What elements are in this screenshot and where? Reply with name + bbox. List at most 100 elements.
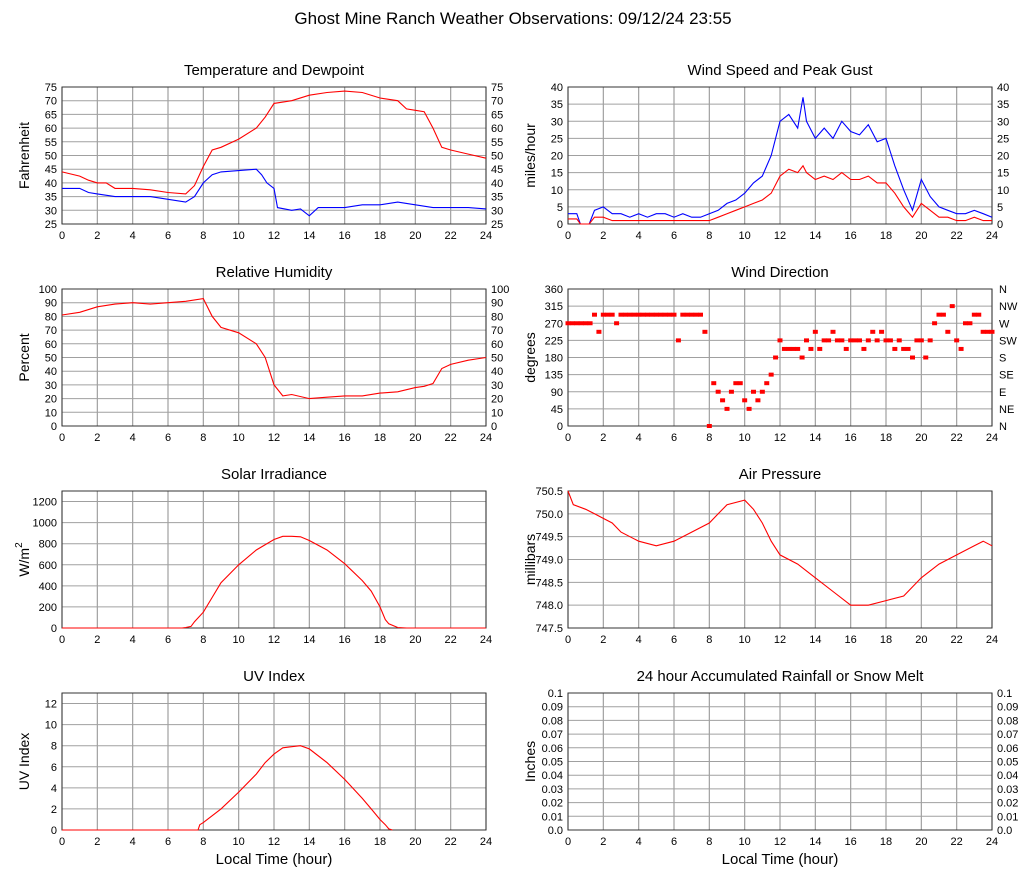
plot-frame: [567, 288, 993, 427]
x-tick-label: 24: [480, 634, 492, 646]
x-tick-label: 4: [130, 230, 136, 242]
x-tick-label: 12: [774, 836, 786, 848]
y-tick-label: 12: [45, 699, 57, 711]
wind-direction-point: [865, 338, 871, 343]
x-tick-label: 16: [845, 230, 857, 242]
wind-direction-point: [808, 346, 814, 351]
y-tick-label: 0.04: [542, 770, 563, 782]
wind-direction-point: [967, 321, 973, 326]
peak-gust-line: [568, 97, 993, 225]
plot-frame: [567, 692, 993, 831]
plot-frame: [61, 86, 487, 225]
wind-direction-point: [764, 381, 770, 386]
wind-direction-point: [927, 338, 933, 343]
wind-direction-point: [737, 381, 743, 386]
x-tick-label: 10: [233, 836, 245, 848]
y-tick-label: 10: [45, 407, 57, 419]
x-tick-label: 8: [706, 230, 712, 242]
y-tick-label: 225: [545, 335, 563, 347]
x-tick-label: 20: [409, 634, 421, 646]
x-tick-label: 16: [845, 836, 857, 848]
x-tick-label: 0: [59, 836, 65, 848]
y-tick-label: 0.06: [542, 743, 563, 755]
y-tick-label: 0: [51, 825, 57, 837]
wind-direction-point: [759, 389, 765, 394]
y-tick-label: 90: [551, 387, 563, 399]
x-tick-label: 22: [445, 230, 457, 242]
x-tick-label: 20: [409, 836, 421, 848]
y-axis-label-text: Percent: [16, 333, 32, 381]
y-tick-label: 0.07: [542, 729, 563, 741]
x-tick-label: 22: [951, 836, 963, 848]
y-tick-label-right: 25: [491, 219, 503, 231]
y-tick-label: 315: [545, 301, 563, 313]
x-tick-label: 18: [880, 836, 892, 848]
wind-direction-point: [596, 329, 602, 334]
wind-direction-point: [592, 312, 597, 317]
x-tick-label: 4: [636, 230, 642, 242]
x-tick-label: 8: [706, 432, 712, 444]
wind-direction-point: [715, 389, 721, 394]
x-tick-label: 4: [130, 634, 136, 646]
y-tick-label: 750.0: [535, 509, 563, 521]
y-axis-label-superscript: 2: [14, 542, 25, 548]
wind-direction-point: [653, 312, 659, 317]
wind-direction-point: [631, 312, 637, 317]
y-tick-label: 25: [551, 133, 563, 145]
compass-label: W: [999, 318, 1010, 330]
wind-direction-point: [609, 312, 615, 317]
wind-direction-point: [879, 329, 885, 334]
x-tick-label: 18: [880, 230, 892, 242]
wind-direction-point: [963, 321, 968, 326]
y-tick-label: 0.0: [548, 825, 563, 837]
y-tick-label: 0.08: [542, 715, 563, 727]
x-tick-label: 14: [809, 634, 821, 646]
y-tick-label: 55: [45, 137, 57, 149]
x-tick-label: 8: [706, 634, 712, 646]
x-tick-label: 22: [445, 432, 457, 444]
y-tick-label: 60: [45, 123, 57, 135]
y-tick-label: 30: [551, 116, 563, 128]
y-tick-label-right: 30: [491, 380, 503, 392]
x-tick-label: 4: [636, 432, 642, 444]
y-tick-label: 5: [557, 202, 563, 214]
x-tick-label: 16: [339, 836, 351, 848]
wind-direction-point: [777, 338, 783, 343]
y-tick-label-right: 30: [491, 205, 503, 217]
x-tick-label: 20: [915, 432, 927, 444]
x-tick-label: 2: [600, 634, 606, 646]
x-tick-label: 20: [915, 634, 927, 646]
y-tick-label-right: 0.05: [997, 757, 1018, 769]
y-tick-label: 800: [39, 539, 57, 551]
y-tick-label-right: 60: [491, 339, 503, 351]
x-tick-label: 20: [915, 230, 927, 242]
x-tick-label: 0: [565, 634, 571, 646]
x-tick-label: 12: [268, 836, 280, 848]
wind-direction-point: [600, 312, 606, 317]
x-tick-label: 24: [480, 432, 492, 444]
y-axis-label-text: W/m: [16, 548, 32, 577]
wind-direction-point: [795, 346, 801, 351]
wind-direction-point: [614, 321, 620, 326]
wind-direction-point: [870, 329, 876, 334]
wind-direction-point: [574, 321, 580, 326]
y-tick-label: 30: [45, 205, 57, 217]
plot-frame: [567, 86, 993, 225]
wind-direction-point: [985, 329, 991, 334]
wind-direction-point: [976, 312, 982, 317]
x-tick-label: 8: [200, 230, 206, 242]
page-title: Ghost Mine Ranch Weather Observations: 0…: [294, 9, 731, 28]
wind-direction-point: [896, 338, 902, 343]
x-tick-label: 4: [130, 432, 136, 444]
y-tick-label: 70: [45, 96, 57, 108]
y-tick-label: 65: [45, 109, 57, 121]
dewpoint-line: [62, 168, 487, 217]
y-tick-label-right: 65: [491, 109, 503, 121]
y-tick-label: 400: [39, 581, 57, 593]
wind-direction-point: [684, 312, 690, 317]
x-tick-label: 24: [986, 836, 998, 848]
y-tick-label: 747.5: [535, 623, 563, 635]
